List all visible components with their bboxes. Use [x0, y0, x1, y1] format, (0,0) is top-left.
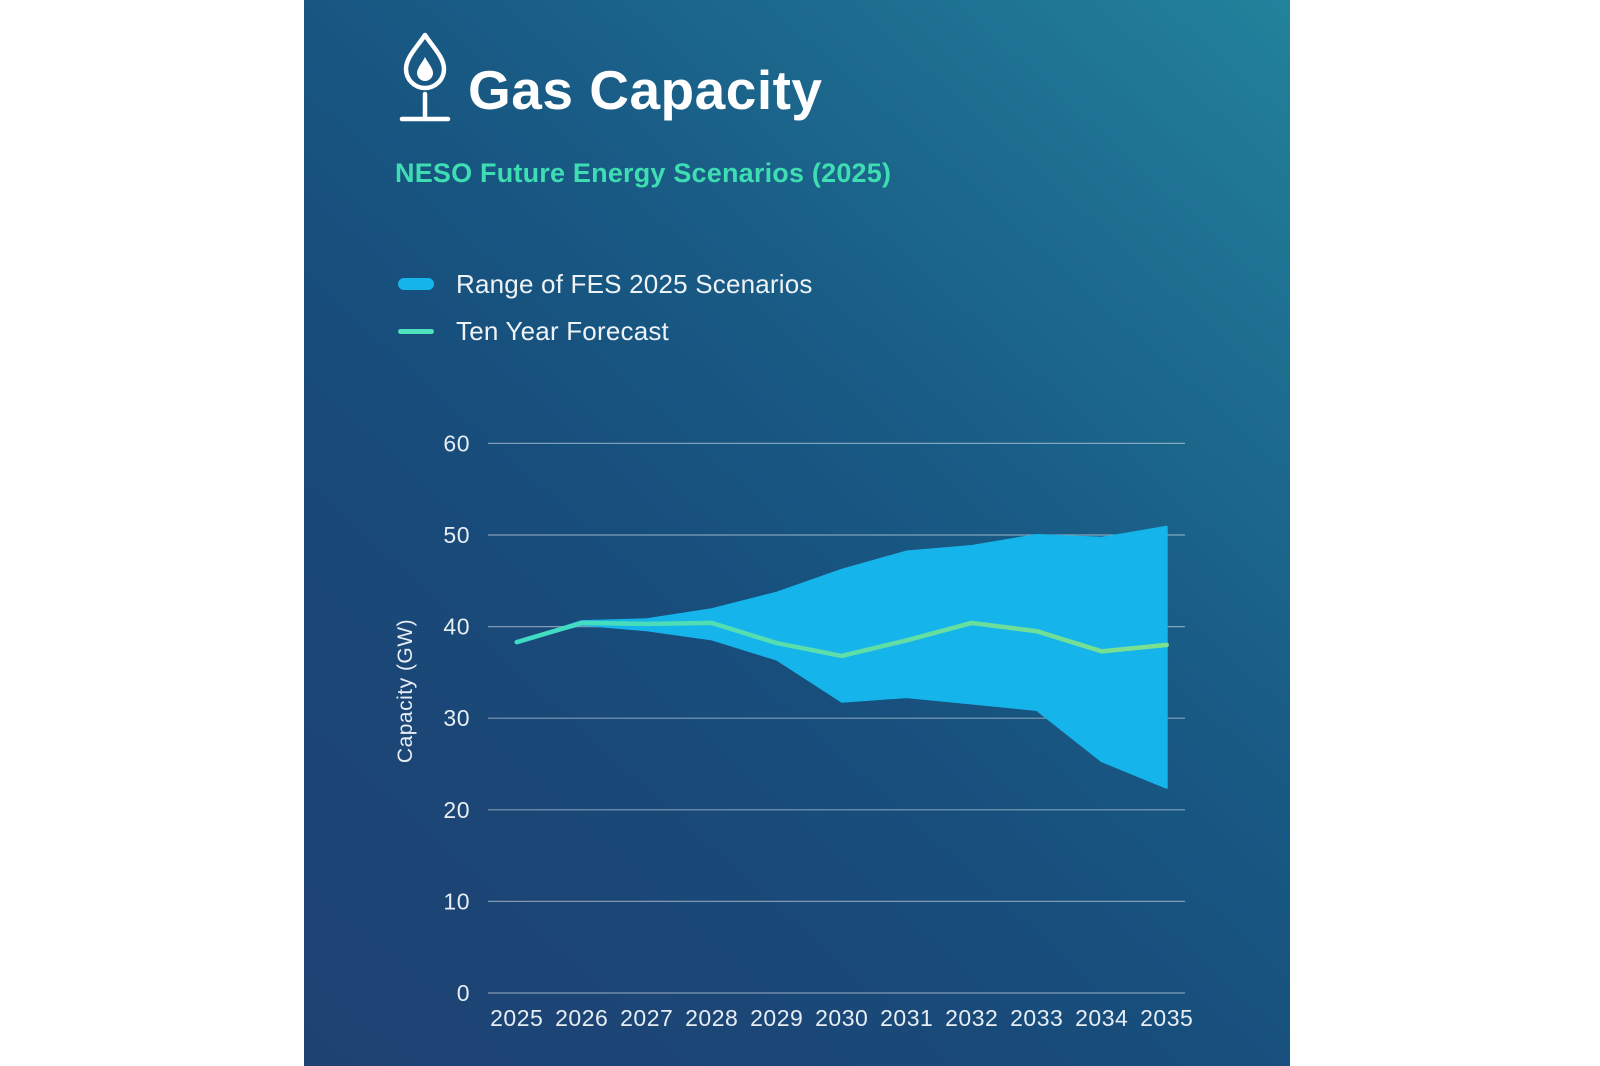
y-tick-label-0: 0: [457, 980, 470, 1006]
header: [393, 30, 457, 126]
legend-item-forecast: Ten Year Forecast: [398, 315, 813, 346]
line-swatch-icon: [398, 328, 434, 334]
y-tick-label-50: 50: [443, 522, 470, 548]
gas-flame-icon: [399, 32, 451, 122]
flame-inner: [417, 57, 433, 81]
ten-year-forecast-line: [514, 620, 1169, 659]
x-tick-label-2031: 2031: [880, 1005, 933, 1031]
y-tick-label-20: 20: [443, 797, 470, 823]
x-tick-label-2035: 2035: [1140, 1005, 1193, 1031]
infographic-panel: Gas Capacity NESO Future Energy Scenario…: [304, 0, 1290, 1066]
series: [514, 525, 1169, 789]
y-tick-label-30: 30: [443, 705, 470, 731]
y-tick-label-40: 40: [443, 614, 470, 640]
x-tick-label-2027: 2027: [620, 1005, 673, 1031]
legend: Range of FES 2025 Scenarios Ten Year For…: [398, 268, 813, 364]
x-tick-label-2025: 2025: [490, 1005, 543, 1031]
band-swatch-icon: [398, 278, 434, 290]
legend-item-range: Range of FES 2025 Scenarios: [398, 268, 813, 299]
legend-label-range: Range of FES 2025 Scenarios: [456, 268, 813, 299]
x-tick-label-2034: 2034: [1075, 1005, 1128, 1031]
x-tick-label-2033: 2033: [1010, 1005, 1063, 1031]
flame-outline: [403, 32, 447, 91]
x-tick-label-2028: 2028: [685, 1005, 738, 1031]
x-tick-label-2032: 2032: [945, 1005, 998, 1031]
legend-label-forecast: Ten Year Forecast: [456, 315, 669, 346]
x-tick-label-2030: 2030: [815, 1005, 868, 1031]
y-tick-label-60: 60: [443, 430, 470, 456]
y-tick-label-10: 10: [443, 888, 470, 914]
page-subtitle: NESO Future Energy Scenarios (2025): [395, 158, 892, 188]
page-title: Gas Capacity: [468, 59, 823, 121]
x-tick-label-2029: 2029: [750, 1005, 803, 1031]
x-tick-label-2026: 2026: [555, 1005, 608, 1031]
